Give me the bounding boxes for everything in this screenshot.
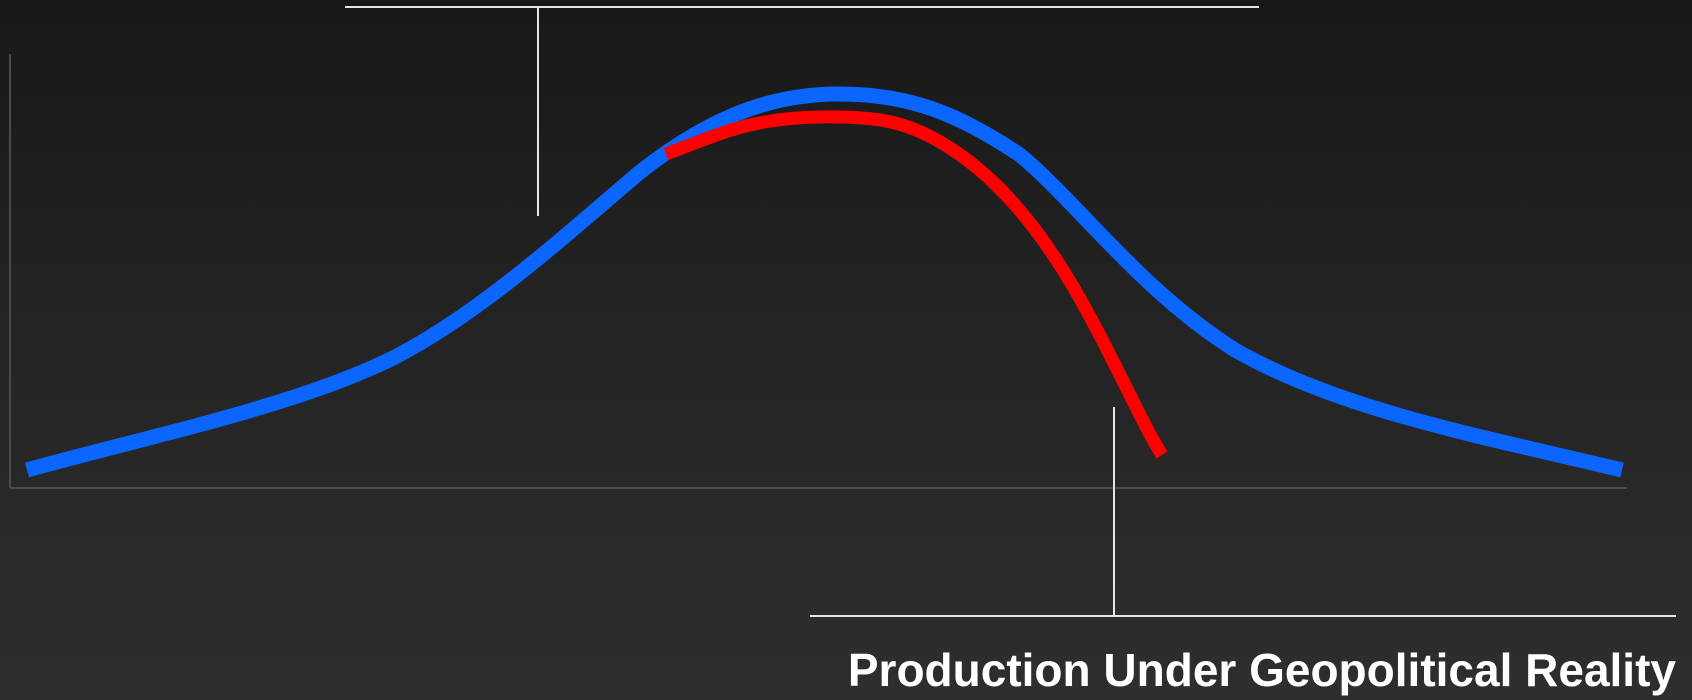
bottom-callout	[810, 407, 1676, 617]
production-reality-label: Production Under Geopolitical Reality	[847, 644, 1676, 696]
chart-axes	[9, 54, 1627, 489]
blue-curve	[25, 86, 1624, 478]
red-curve	[663, 110, 1168, 459]
top-callout	[345, 6, 1259, 216]
